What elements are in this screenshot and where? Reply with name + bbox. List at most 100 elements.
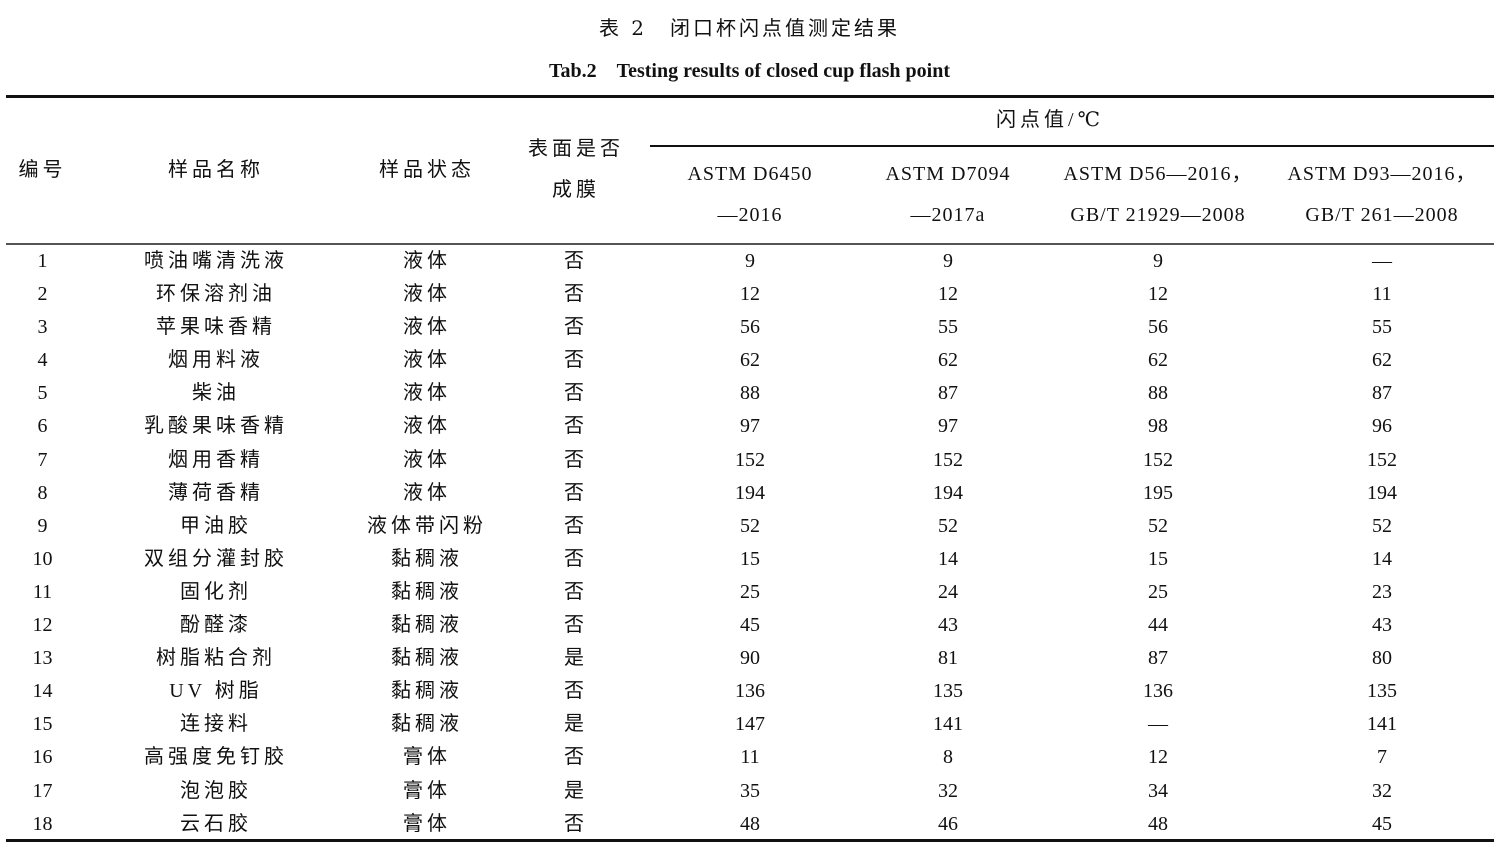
cell-id: 3 xyxy=(37,316,48,339)
table-row: 2 环保溶剂油 液体 否 12 12 12 11 xyxy=(0,278,1499,311)
cell-d6450: 147 xyxy=(735,713,765,736)
cell-d6450: 35 xyxy=(740,779,760,802)
cell-id: 4 xyxy=(37,349,48,372)
cell-d7094: 46 xyxy=(938,812,958,835)
cell-id: 17 xyxy=(32,779,53,802)
cell-state: 液体 xyxy=(403,283,451,306)
cell-name: 烟用料液 xyxy=(168,349,264,372)
cell-id: 6 xyxy=(37,415,48,438)
cell-state: 液体 xyxy=(403,250,451,272)
table-row: 14 UV 树脂 黏稠液 否 136 135 136 135 xyxy=(0,675,1499,708)
table-caption-chinese: 表 2 闭口杯闪点值测定结果 xyxy=(598,16,901,40)
cell-d7094: 141 xyxy=(933,713,963,736)
header-method-1-line2: —2016 xyxy=(717,204,783,226)
cell-d7094: 32 xyxy=(938,779,958,802)
cell-d56: 12 xyxy=(1148,746,1168,769)
cell-film: 否 xyxy=(564,448,588,471)
header-state: 样品状态 xyxy=(379,159,475,181)
header-flash-group: 闪点值/℃ xyxy=(996,109,1104,131)
cell-state: 黏稠液 xyxy=(391,547,463,570)
cell-d93: 14 xyxy=(1372,547,1392,570)
cell-d56: 12 xyxy=(1148,283,1168,306)
header-film-line2: 成膜 xyxy=(552,179,600,201)
header-method-2-line1: ASTM D7094 xyxy=(885,163,1011,185)
cell-state: 黏稠液 xyxy=(391,713,463,736)
cell-id: 7 xyxy=(37,448,48,471)
table-row: 1 喷油嘴清洗液 液体 否 9 9 9 — xyxy=(0,245,1499,278)
cell-id: 2 xyxy=(37,283,48,306)
cell-d93: 194 xyxy=(1367,481,1397,504)
top-rule xyxy=(6,95,1494,98)
table-row: 10 双组分灌封胶 黏稠液 否 15 14 15 14 xyxy=(0,543,1499,576)
cell-d56: 48 xyxy=(1148,812,1168,835)
cell-d56: — xyxy=(1148,713,1168,736)
cell-name: 苹果味香精 xyxy=(156,316,276,339)
table-row: 7 烟用香精 液体 否 152 152 152 152 xyxy=(0,444,1499,477)
cell-film: 否 xyxy=(564,547,588,570)
cell-state: 膏体 xyxy=(403,812,451,835)
table-row: 8 薄荷香精 液体 否 194 194 195 194 xyxy=(0,477,1499,510)
cell-d6450: 52 xyxy=(740,514,760,537)
cell-id: 9 xyxy=(37,514,48,537)
table-row: 9 甲油胶 液体带闪粉 否 52 52 52 52 xyxy=(0,510,1499,543)
cell-d6450: 25 xyxy=(740,580,760,603)
cell-film: 是 xyxy=(564,647,588,670)
table-row: 4 烟用料液 液体 否 62 62 62 62 xyxy=(0,344,1499,377)
cell-state: 黏稠液 xyxy=(391,647,463,670)
cell-film: 否 xyxy=(564,349,588,372)
cell-d56: 152 xyxy=(1143,448,1173,471)
cell-d6450: 62 xyxy=(740,349,760,372)
header-id: 编号 xyxy=(18,159,67,181)
table-row: 16 高强度免钉胶 膏体 否 11 8 12 7 xyxy=(0,741,1499,774)
cell-id: 15 xyxy=(32,713,53,736)
cell-d56: 52 xyxy=(1148,514,1168,537)
table-caption-english: Tab.2 Testing results of closed cup flas… xyxy=(548,60,950,82)
cell-name: 喷油嘴清洗液 xyxy=(144,250,288,272)
cell-id: 10 xyxy=(32,547,53,570)
cell-d56: 34 xyxy=(1148,779,1168,802)
cell-id: 5 xyxy=(37,382,48,405)
cell-state: 液体 xyxy=(403,415,451,438)
cell-id: 11 xyxy=(32,580,53,603)
cell-film: 是 xyxy=(564,779,588,802)
header-film-line1: 表面是否 xyxy=(528,138,624,160)
cell-id: 12 xyxy=(32,614,53,637)
cell-film: 否 xyxy=(564,746,588,769)
cell-name: 薄荷香精 xyxy=(168,481,264,504)
cell-d7094: 52 xyxy=(938,514,958,537)
cell-d93: 55 xyxy=(1372,316,1392,339)
cell-film: 否 xyxy=(564,614,588,637)
cell-d93: 96 xyxy=(1372,415,1392,438)
header-method-4-line2: GB/T 261—2008 xyxy=(1305,204,1459,226)
cell-state: 液体 xyxy=(403,481,451,504)
cell-id: 14 xyxy=(32,680,53,703)
cell-d56: 195 xyxy=(1143,481,1173,504)
header-method-4-line1: ASTM D93—2016， xyxy=(1287,163,1477,185)
cell-state: 液体 xyxy=(403,382,451,405)
cell-state: 黏稠液 xyxy=(391,680,463,703)
cell-film: 否 xyxy=(564,250,588,272)
cell-name: 烟用香精 xyxy=(168,448,264,471)
cell-name: 环保溶剂油 xyxy=(156,283,276,306)
cell-state: 液体 xyxy=(403,316,451,339)
cell-d7094: 135 xyxy=(933,680,963,703)
cell-state: 液体 xyxy=(403,349,451,372)
cell-state: 黏稠液 xyxy=(391,614,463,637)
cell-state: 液体带闪粉 xyxy=(367,514,487,537)
cell-d56: 88 xyxy=(1148,382,1168,405)
cell-id: 13 xyxy=(32,647,53,670)
header-bottom-rule xyxy=(6,243,1494,245)
cell-d6450: 45 xyxy=(740,614,760,637)
cell-name: 高强度免钉胶 xyxy=(144,746,288,769)
table-row: 18 云石胶 膏体 否 48 46 48 45 xyxy=(0,808,1499,841)
cell-d93: 135 xyxy=(1367,680,1397,703)
cell-name: 双组分灌封胶 xyxy=(144,547,288,570)
cell-film: 否 xyxy=(564,812,588,835)
cell-name: 酚醛漆 xyxy=(180,614,252,637)
cell-d6450: 15 xyxy=(740,547,760,570)
cell-state: 液体 xyxy=(403,448,451,471)
cell-d7094: 81 xyxy=(938,647,958,670)
cell-film: 否 xyxy=(564,680,588,703)
table-body: 1 喷油嘴清洗液 液体否 9 9 9—2 环保溶剂油 液体否 12 12 12 11 3 苹果味香精 液体否… xyxy=(0,245,1499,841)
cell-state: 膏体 xyxy=(403,746,451,769)
